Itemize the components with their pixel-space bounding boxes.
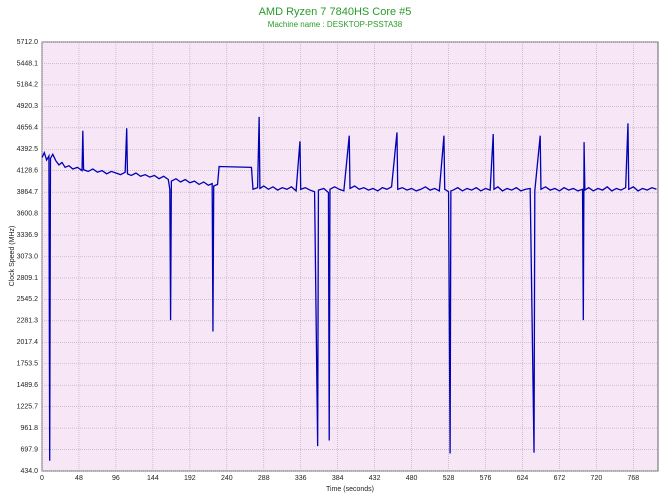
chart-subtitle: Machine name : DESKTOP-PSSTA38 xyxy=(268,20,403,29)
y-tick-label: 3864.7 xyxy=(17,189,39,196)
y-tick-label: 5712.0 xyxy=(17,39,39,46)
y-tick-label: 434.0 xyxy=(20,468,38,475)
y-tick-label: 697.9 xyxy=(20,446,38,453)
x-tick-label: 0 xyxy=(40,475,44,482)
x-tick-label: 288 xyxy=(258,475,270,482)
y-tick-label: 4128.6 xyxy=(17,168,39,175)
y-tick-label: 5448.1 xyxy=(17,60,39,67)
x-tick-label: 720 xyxy=(591,475,603,482)
x-tick-label: 336 xyxy=(295,475,307,482)
x-tick-label: 144 xyxy=(147,475,159,482)
x-tick-label: 480 xyxy=(406,475,418,482)
y-tick-label: 1489.6 xyxy=(17,382,39,389)
x-tick-label: 96 xyxy=(112,475,120,482)
y-tick-label: 3336.9 xyxy=(17,232,39,239)
y-tick-label: 3600.8 xyxy=(17,210,39,217)
y-tick-label: 2545.2 xyxy=(17,296,39,303)
y-tick-label: 1753.5 xyxy=(17,361,39,368)
x-tick-label: 48 xyxy=(75,475,83,482)
y-tick-label: 4920.3 xyxy=(17,103,39,110)
x-tick-label: 624 xyxy=(517,475,529,482)
y-tick-label: 2017.4 xyxy=(17,339,39,346)
x-tick-label: 192 xyxy=(184,475,196,482)
y-tick-label: 2809.1 xyxy=(17,275,39,282)
x-tick-label: 672 xyxy=(554,475,566,482)
y-tick-label: 3073.0 xyxy=(17,253,39,260)
y-tick-label: 961.8 xyxy=(20,425,38,432)
x-tick-label: 528 xyxy=(443,475,455,482)
y-tick-label: 4392.5 xyxy=(17,146,39,153)
data-line xyxy=(41,116,657,461)
chart-title: AMD Ryzen 7 7840HS Core #5 xyxy=(259,6,412,18)
x-axis-label: Time (seconds) xyxy=(326,486,374,493)
y-tick-label: 2281.3 xyxy=(17,318,39,325)
y-tick-label: 4656.4 xyxy=(17,125,39,132)
y-tick-label: 1225.7 xyxy=(17,403,39,410)
x-tick-label: 384 xyxy=(332,475,344,482)
x-tick-label: 432 xyxy=(369,475,381,482)
y-axis-label: Clock Speed (MHz) xyxy=(9,226,16,287)
x-tick-label: 576 xyxy=(480,475,492,482)
y-tick-label: 5184.2 xyxy=(17,82,39,89)
x-tick-label: 240 xyxy=(221,475,233,482)
x-tick-label: 768 xyxy=(628,475,640,482)
